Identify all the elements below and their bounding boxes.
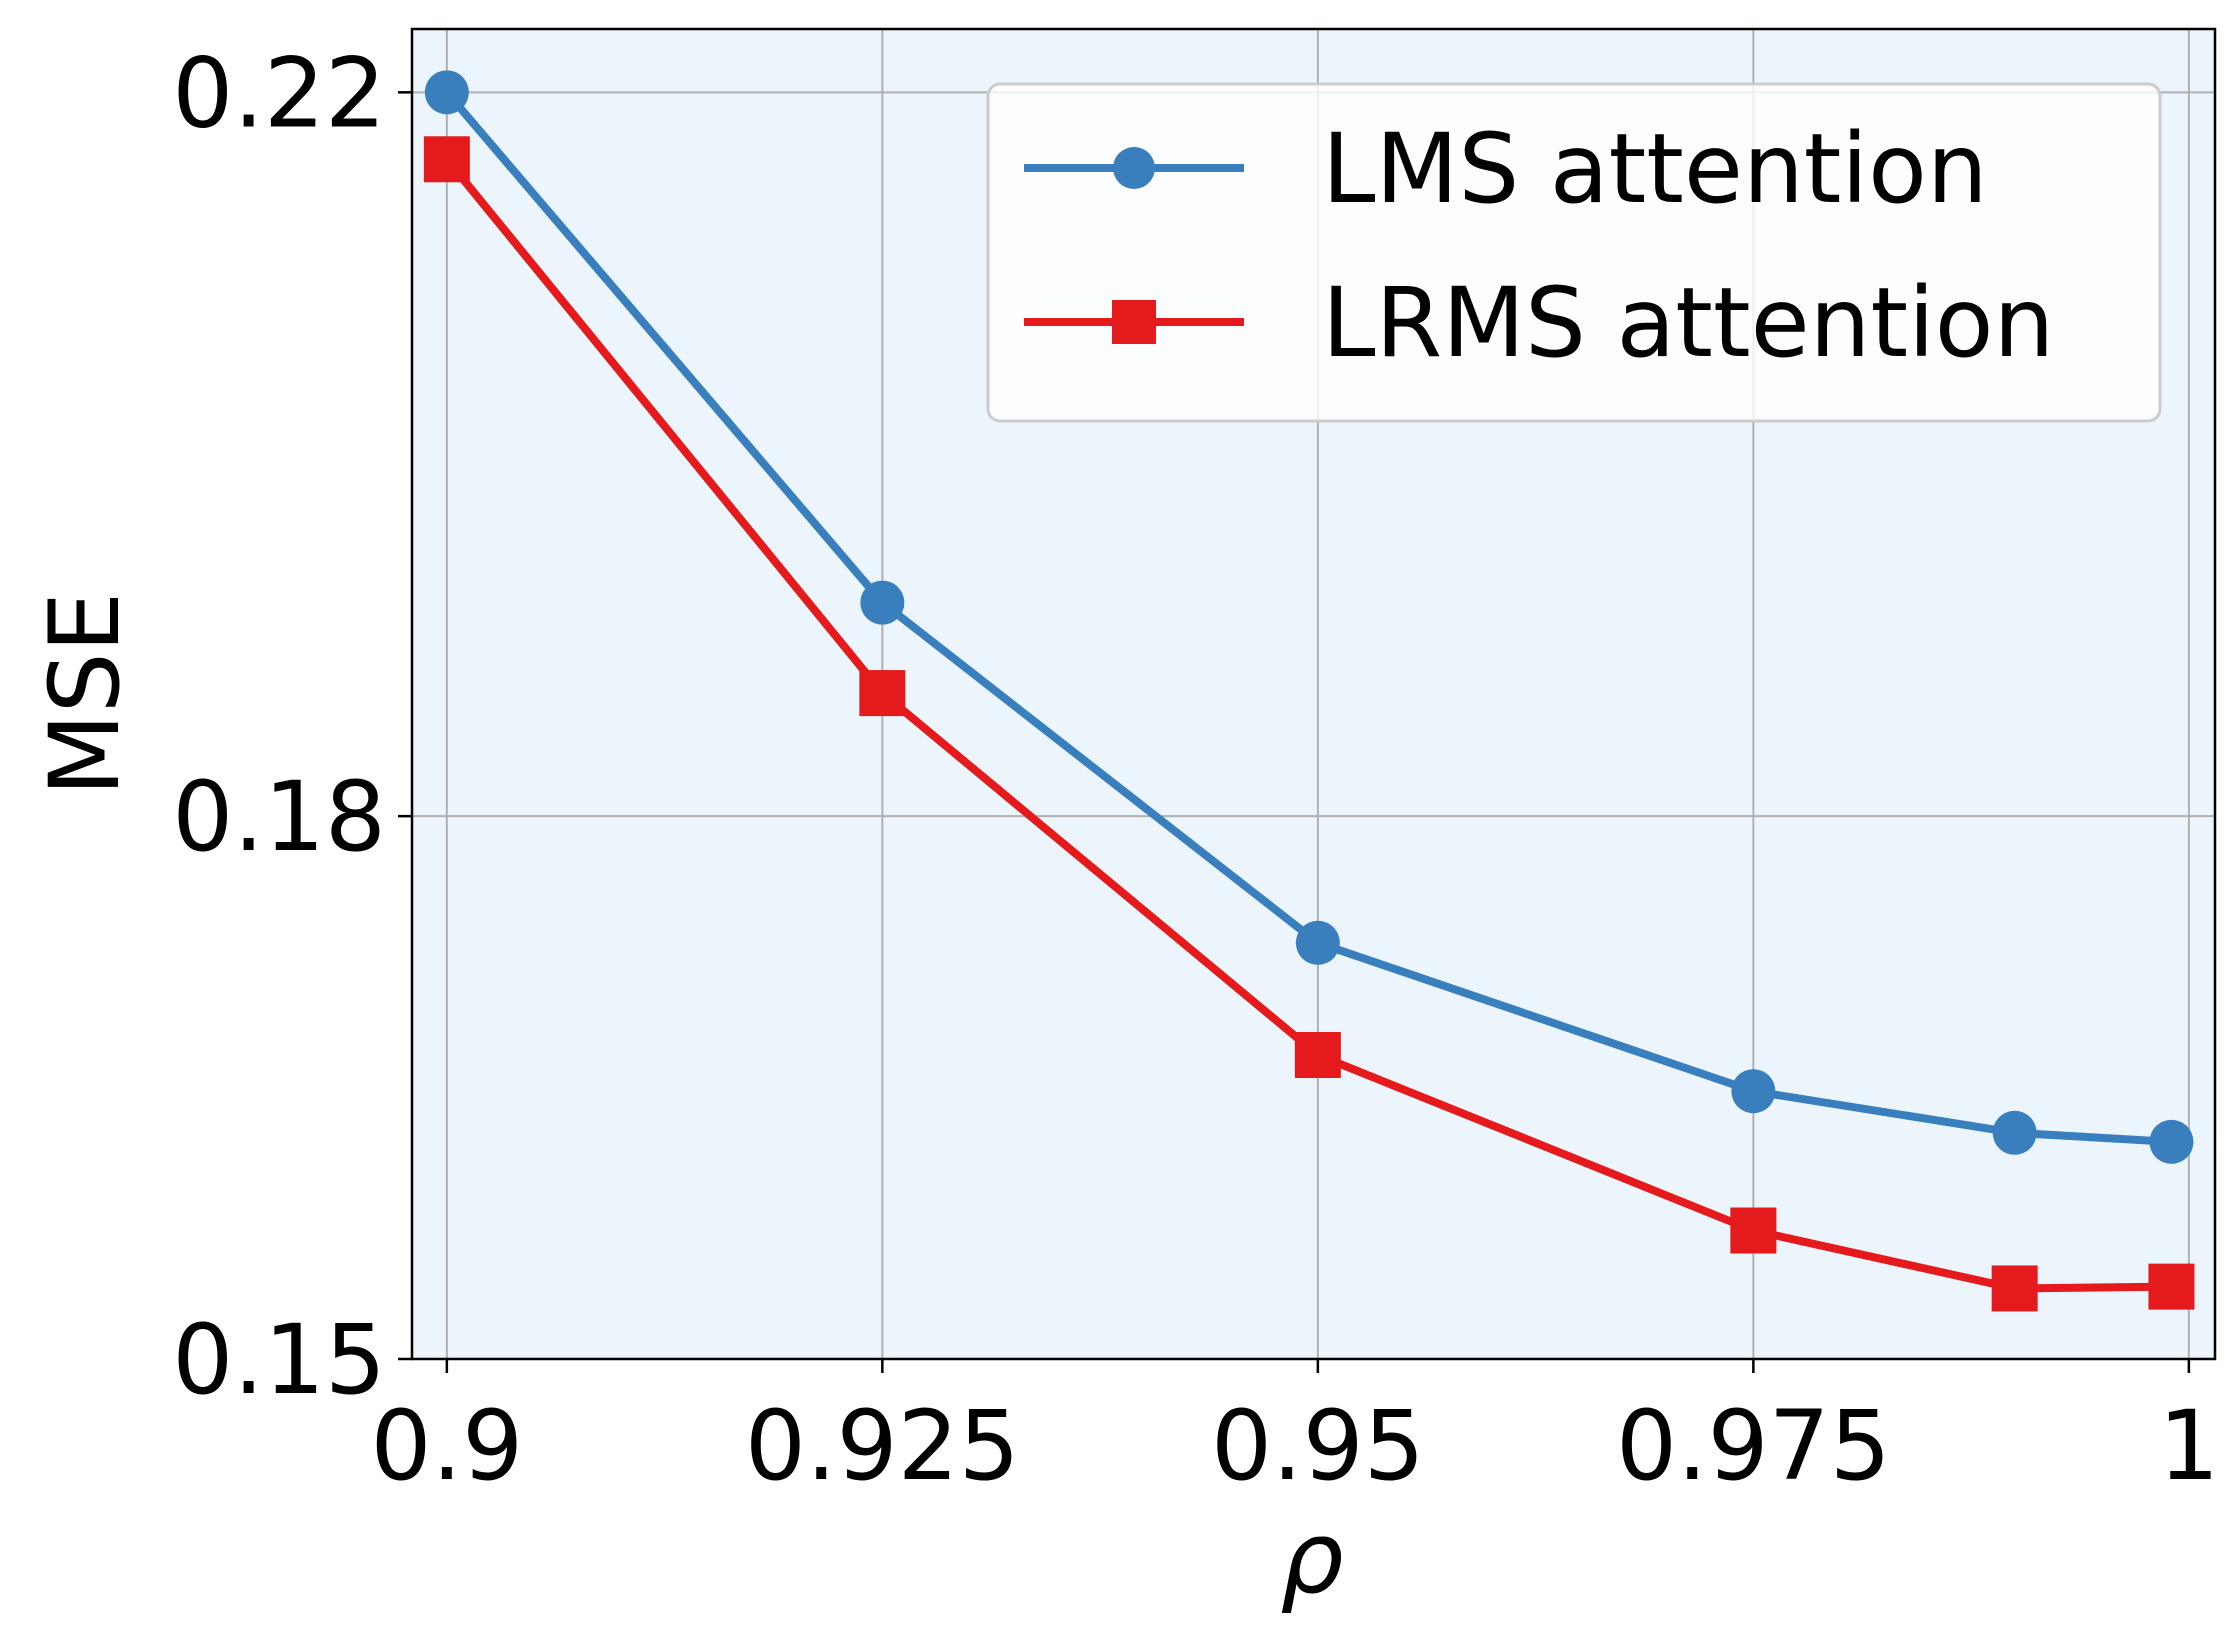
data-point-lrms <box>1294 1032 1341 1078</box>
data-point-lms <box>1731 1069 1776 1114</box>
y-tick-label-0-22: 0.22 <box>172 37 386 149</box>
data-point-lrms <box>1991 1265 2038 1312</box>
x-tick-label-0-975: 0.975 <box>1616 1390 1891 1502</box>
legend-label-lms: LMS attention <box>1322 113 1988 225</box>
data-point-lrms <box>859 670 906 717</box>
series-line-lrms <box>443 156 2172 1293</box>
x-tick-label-1: 1 <box>2158 1390 2219 1502</box>
x-tick-label-0-925: 0.925 <box>745 1390 1020 1502</box>
legend-label-lrms: LRMS attention <box>1322 267 2054 379</box>
data-point-lrms <box>423 136 470 183</box>
x-tick-label-0-9: 0.9 <box>371 1390 524 1502</box>
legend-marker-lrms <box>1112 300 1156 344</box>
data-point-lms <box>1992 1110 2037 1155</box>
x-axis-label: ρ <box>1280 1499 1343 1616</box>
x-tick-label-0-95: 0.95 <box>1211 1390 1425 1502</box>
data-point-lms <box>424 70 469 115</box>
y-axis-label: MSE <box>29 592 141 796</box>
legend-marker-lms <box>1113 147 1155 189</box>
plot-frame <box>410 27 2217 1361</box>
series-layer <box>423 70 2195 1312</box>
y-tick-label-0-15: 0.15 <box>172 1304 386 1416</box>
data-point-lrms <box>1730 1207 1777 1254</box>
legend-box <box>986 82 2162 423</box>
legend: LMS attention LRMS attention <box>986 82 2162 423</box>
data-point-lrms <box>2148 1263 2195 1310</box>
series-line-lms <box>443 89 2172 1146</box>
axis-ticks: 0.9 0.925 0.95 0.975 1 0.15 0.18 0.22 <box>172 37 2219 1502</box>
data-point-lms <box>2149 1119 2194 1164</box>
data-point-lms <box>1295 920 1340 965</box>
y-tick-label-0-18: 0.18 <box>172 761 386 873</box>
data-point-lms <box>860 580 905 625</box>
